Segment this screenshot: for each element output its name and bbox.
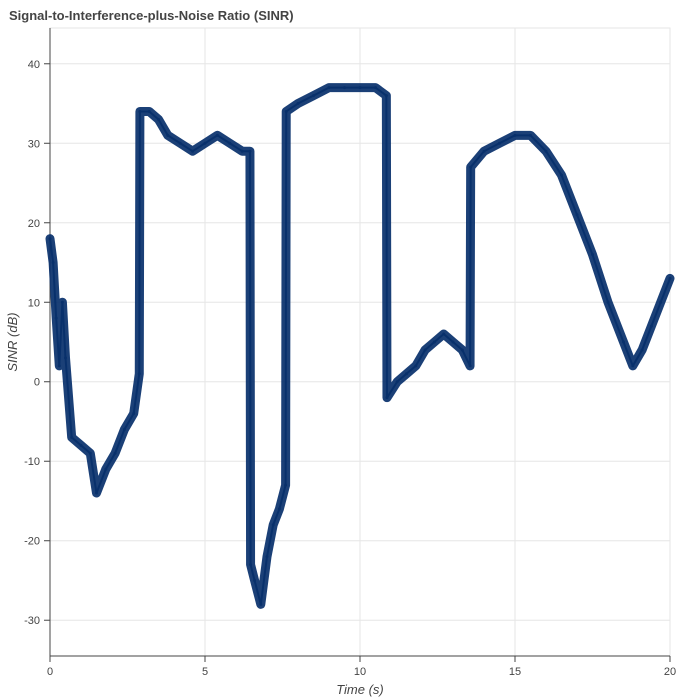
- sinr-data-point: [468, 364, 472, 368]
- y-tick-label: 20: [28, 218, 40, 230]
- sinr-data-point: [560, 173, 563, 177]
- sinr-data-point: [249, 563, 253, 567]
- x-tick-label: 20: [664, 666, 676, 678]
- sinr-data-point: [529, 133, 532, 137]
- sinr-data-point: [51, 261, 55, 265]
- sinr-data-point: [60, 300, 64, 304]
- sinr-data-point: [88, 451, 92, 455]
- series-layer: [45, 83, 675, 609]
- sinr-data-point: [544, 149, 548, 153]
- sinr-data-point: [432, 340, 436, 344]
- sinr-data-point: [469, 165, 473, 169]
- sinr-data-point: [138, 109, 142, 113]
- sinr-data-point: [385, 396, 389, 400]
- sinr-data-point: [265, 555, 269, 559]
- sinr-data-point: [259, 602, 263, 606]
- sinr-data-point: [640, 348, 644, 352]
- sinr-data-point: [498, 141, 501, 145]
- x-tick-label: 0: [47, 666, 53, 678]
- sinr-data-point: [191, 149, 195, 153]
- sinr-data-point: [606, 300, 610, 304]
- sinr-data-point: [284, 483, 288, 487]
- x-axis-label: Time (s): [336, 682, 384, 697]
- sinr-data-point: [240, 149, 244, 153]
- grid-lines: [49, 28, 671, 656]
- sinr-data-point: [57, 364, 61, 368]
- sinr-data-point: [54, 316, 58, 320]
- sinr-data-point: [513, 133, 517, 137]
- sinr-data-point: [451, 340, 455, 344]
- y-tick-label: -10: [24, 456, 40, 468]
- y-tick-label: -30: [24, 615, 40, 627]
- x-tick-label: 5: [202, 666, 208, 678]
- sinr-data-point: [79, 443, 83, 447]
- sinr-data-point: [631, 364, 635, 368]
- sinr-data-point: [284, 109, 288, 113]
- y-tick-label: 40: [28, 59, 40, 71]
- sinr-data-point: [296, 102, 300, 106]
- sinr-data-point: [668, 276, 672, 280]
- y-axis-label: SINR (dB): [5, 312, 20, 371]
- sinr-data-point: [358, 86, 362, 90]
- sinr-data-point: [70, 435, 74, 439]
- sinr-data-point: [460, 348, 464, 352]
- sinr-data-point: [591, 253, 594, 257]
- sinr-data-point: [343, 86, 346, 90]
- sinr-data-point: [312, 94, 315, 98]
- sinr-data-point: [132, 412, 136, 416]
- sinr-data-point: [384, 94, 388, 98]
- sinr-data-point: [104, 467, 108, 471]
- sinr-data-point: [137, 372, 141, 376]
- sinr-data-point: [277, 507, 281, 511]
- sinr-data-point: [64, 356, 67, 360]
- sinr-data-point: [48, 237, 52, 241]
- sinr-data-point: [414, 364, 418, 368]
- sinr-data-point: [622, 340, 625, 344]
- y-tick-label: -20: [24, 536, 40, 548]
- x-tick-label: 10: [354, 666, 366, 678]
- y-tick-label: 10: [28, 297, 40, 309]
- sinr-data-point: [442, 332, 446, 336]
- sinr-data-point: [147, 109, 151, 113]
- sinr-data-point: [423, 348, 427, 352]
- sinr-data-point: [482, 149, 486, 153]
- y-tick-label: 30: [28, 138, 40, 150]
- x-tick-label: 15: [509, 666, 521, 678]
- sinr-data-point: [203, 141, 207, 145]
- sinr-data-point: [113, 451, 117, 455]
- axes: [44, 28, 671, 662]
- sinr-data-point: [649, 324, 653, 328]
- sinr-data-point: [271, 523, 275, 527]
- y-tick-label: 0: [34, 377, 40, 389]
- sinr-data-point: [157, 117, 160, 121]
- sinr-data-point: [327, 86, 331, 90]
- sinr-data-point: [178, 141, 182, 145]
- sinr-data-point: [228, 141, 232, 145]
- sinr-data-point: [248, 149, 252, 153]
- chart-title: Signal-to-Interference-plus-Noise Ratio …: [9, 8, 294, 23]
- sinr-data-point: [405, 372, 408, 376]
- sinr-data-point: [122, 427, 126, 431]
- sinr-data-point: [253, 578, 257, 582]
- sinr-data-point: [215, 133, 219, 137]
- sinr-data-point: [374, 86, 377, 90]
- sinr-data-point: [95, 491, 98, 495]
- sinr-data-point: [659, 300, 663, 304]
- sinr-data-point: [575, 213, 579, 217]
- tick-labels: 0 5 10 15 20 -30 -20 -10 0 10 20 30 40: [24, 59, 676, 678]
- sinr-data-point: [166, 133, 170, 137]
- sinr-data-point: [395, 380, 399, 384]
